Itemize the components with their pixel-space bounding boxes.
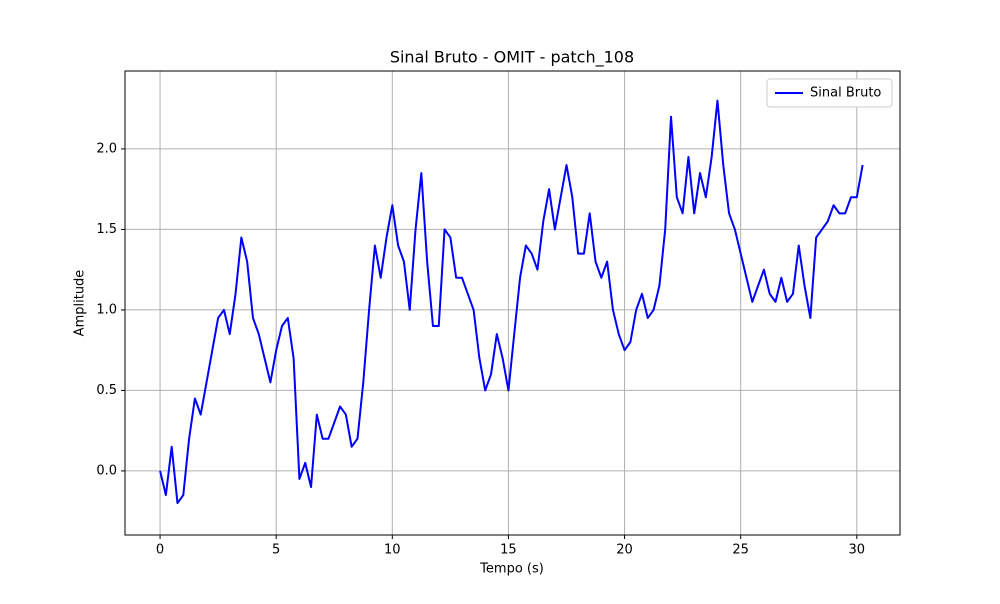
x-tick-label: 25 <box>732 543 749 558</box>
data-line <box>159 99 864 505</box>
y-axis-label: Amplitude <box>73 270 88 337</box>
y-tick-label: 0.0 <box>96 463 117 478</box>
x-axis-label: Tempo (s) <box>479 562 544 577</box>
y-tick-label: 1.5 <box>96 222 117 237</box>
x-tick-label: 15 <box>500 543 517 558</box>
plot-frame <box>124 70 901 536</box>
legend-box <box>766 78 893 108</box>
x-tick-label: 30 <box>849 543 866 558</box>
x-tick-label: 10 <box>384 543 401 558</box>
y-tick-label: 1.0 <box>96 302 117 317</box>
x-tick-label: 0 <box>156 543 164 558</box>
y-tick-label: 2.0 <box>96 141 117 156</box>
chart-title: Sinal Bruto - OMIT - patch_108 <box>390 48 634 68</box>
y-tick-label: 0.5 <box>96 383 117 398</box>
x-tick-label: 5 <box>272 543 280 558</box>
legend-label: Sinal Bruto <box>810 86 881 101</box>
x-tick-label: 20 <box>616 543 633 558</box>
